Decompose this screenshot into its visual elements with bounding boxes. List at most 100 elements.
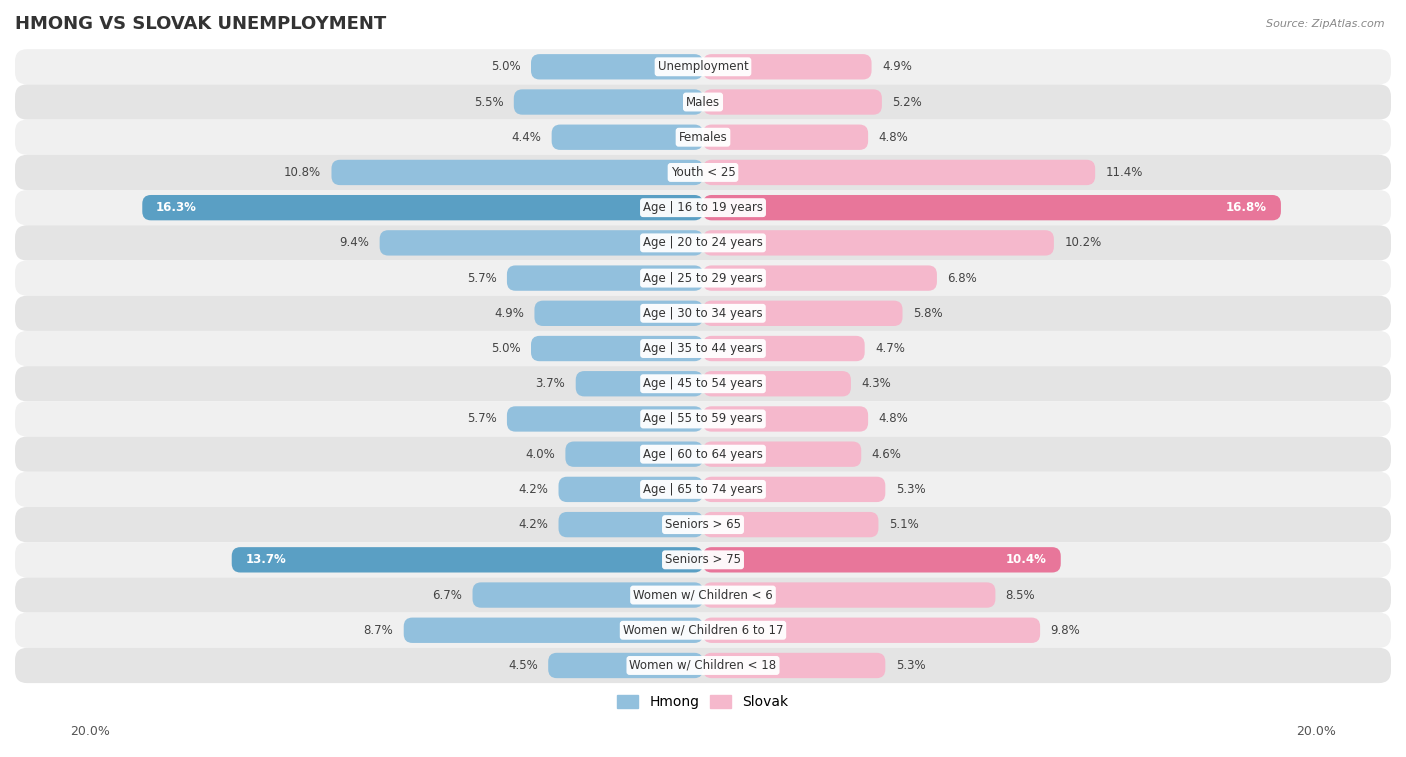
FancyBboxPatch shape: [15, 437, 1391, 472]
FancyBboxPatch shape: [15, 120, 1391, 155]
FancyBboxPatch shape: [508, 266, 703, 291]
Text: Age | 65 to 74 years: Age | 65 to 74 years: [643, 483, 763, 496]
Text: 9.4%: 9.4%: [339, 236, 370, 249]
FancyBboxPatch shape: [551, 125, 703, 150]
FancyBboxPatch shape: [15, 49, 1391, 84]
FancyBboxPatch shape: [15, 542, 1391, 578]
Text: Age | 16 to 19 years: Age | 16 to 19 years: [643, 201, 763, 214]
FancyBboxPatch shape: [565, 441, 703, 467]
FancyBboxPatch shape: [404, 618, 703, 643]
Text: 8.7%: 8.7%: [364, 624, 394, 637]
Text: Women w/ Children < 18: Women w/ Children < 18: [630, 659, 776, 672]
Text: 10.2%: 10.2%: [1064, 236, 1101, 249]
Text: 11.4%: 11.4%: [1105, 166, 1143, 179]
FancyBboxPatch shape: [703, 547, 1060, 572]
FancyBboxPatch shape: [703, 653, 886, 678]
FancyBboxPatch shape: [534, 301, 703, 326]
Text: 5.7%: 5.7%: [467, 272, 496, 285]
FancyBboxPatch shape: [472, 582, 703, 608]
FancyBboxPatch shape: [703, 441, 862, 467]
FancyBboxPatch shape: [703, 477, 886, 502]
Text: Age | 30 to 34 years: Age | 30 to 34 years: [643, 307, 763, 319]
FancyBboxPatch shape: [703, 54, 872, 79]
Text: Age | 60 to 64 years: Age | 60 to 64 years: [643, 447, 763, 461]
FancyBboxPatch shape: [15, 331, 1391, 366]
FancyBboxPatch shape: [575, 371, 703, 397]
FancyBboxPatch shape: [15, 84, 1391, 120]
Text: 5.0%: 5.0%: [491, 342, 520, 355]
Text: 4.7%: 4.7%: [875, 342, 905, 355]
Text: 4.3%: 4.3%: [862, 377, 891, 391]
FancyBboxPatch shape: [15, 260, 1391, 296]
Text: 8.5%: 8.5%: [1005, 588, 1035, 602]
Text: Age | 20 to 24 years: Age | 20 to 24 years: [643, 236, 763, 249]
Text: 16.3%: 16.3%: [156, 201, 197, 214]
Text: 6.8%: 6.8%: [948, 272, 977, 285]
Text: 4.8%: 4.8%: [879, 131, 908, 144]
Text: Seniors > 65: Seniors > 65: [665, 518, 741, 531]
Text: 20.0%: 20.0%: [70, 725, 110, 738]
Text: 4.6%: 4.6%: [872, 447, 901, 461]
FancyBboxPatch shape: [513, 89, 703, 115]
Text: 4.5%: 4.5%: [508, 659, 538, 672]
FancyBboxPatch shape: [142, 195, 703, 220]
FancyBboxPatch shape: [558, 477, 703, 502]
FancyBboxPatch shape: [380, 230, 703, 256]
Text: Source: ZipAtlas.com: Source: ZipAtlas.com: [1267, 19, 1385, 29]
FancyBboxPatch shape: [703, 160, 1095, 185]
Text: 20.0%: 20.0%: [1296, 725, 1336, 738]
Text: 5.3%: 5.3%: [896, 483, 925, 496]
Text: 4.8%: 4.8%: [879, 413, 908, 425]
FancyBboxPatch shape: [15, 507, 1391, 542]
Text: 9.8%: 9.8%: [1050, 624, 1080, 637]
Text: 4.9%: 4.9%: [882, 61, 911, 73]
FancyBboxPatch shape: [15, 578, 1391, 612]
Text: 5.2%: 5.2%: [893, 95, 922, 108]
FancyBboxPatch shape: [703, 195, 1281, 220]
Text: 16.8%: 16.8%: [1226, 201, 1267, 214]
Text: Males: Males: [686, 95, 720, 108]
FancyBboxPatch shape: [703, 89, 882, 115]
Text: Unemployment: Unemployment: [658, 61, 748, 73]
Text: 13.7%: 13.7%: [246, 553, 287, 566]
FancyBboxPatch shape: [508, 407, 703, 431]
Text: Age | 55 to 59 years: Age | 55 to 59 years: [643, 413, 763, 425]
FancyBboxPatch shape: [15, 612, 1391, 648]
FancyBboxPatch shape: [531, 54, 703, 79]
Text: 5.8%: 5.8%: [912, 307, 942, 319]
FancyBboxPatch shape: [703, 125, 868, 150]
FancyBboxPatch shape: [15, 190, 1391, 226]
FancyBboxPatch shape: [15, 401, 1391, 437]
FancyBboxPatch shape: [703, 618, 1040, 643]
Legend: Hmong, Slovak: Hmong, Slovak: [612, 690, 794, 715]
FancyBboxPatch shape: [703, 512, 879, 537]
FancyBboxPatch shape: [15, 226, 1391, 260]
Text: 6.7%: 6.7%: [432, 588, 463, 602]
FancyBboxPatch shape: [558, 512, 703, 537]
FancyBboxPatch shape: [703, 266, 936, 291]
FancyBboxPatch shape: [15, 648, 1391, 683]
Text: 5.3%: 5.3%: [896, 659, 925, 672]
Text: HMONG VS SLOVAK UNEMPLOYMENT: HMONG VS SLOVAK UNEMPLOYMENT: [15, 15, 387, 33]
FancyBboxPatch shape: [703, 230, 1054, 256]
Text: 5.1%: 5.1%: [889, 518, 918, 531]
Text: 4.2%: 4.2%: [519, 518, 548, 531]
FancyBboxPatch shape: [232, 547, 703, 572]
FancyBboxPatch shape: [703, 582, 995, 608]
FancyBboxPatch shape: [703, 407, 868, 431]
Text: Seniors > 75: Seniors > 75: [665, 553, 741, 566]
Text: 3.7%: 3.7%: [536, 377, 565, 391]
Text: Women w/ Children 6 to 17: Women w/ Children 6 to 17: [623, 624, 783, 637]
FancyBboxPatch shape: [703, 336, 865, 361]
Text: 10.4%: 10.4%: [1007, 553, 1047, 566]
FancyBboxPatch shape: [531, 336, 703, 361]
Text: Age | 35 to 44 years: Age | 35 to 44 years: [643, 342, 763, 355]
Text: 4.0%: 4.0%: [526, 447, 555, 461]
FancyBboxPatch shape: [703, 371, 851, 397]
Text: 4.9%: 4.9%: [495, 307, 524, 319]
Text: 5.7%: 5.7%: [467, 413, 496, 425]
Text: Age | 25 to 29 years: Age | 25 to 29 years: [643, 272, 763, 285]
FancyBboxPatch shape: [15, 366, 1391, 401]
Text: Women w/ Children < 6: Women w/ Children < 6: [633, 588, 773, 602]
FancyBboxPatch shape: [15, 472, 1391, 507]
